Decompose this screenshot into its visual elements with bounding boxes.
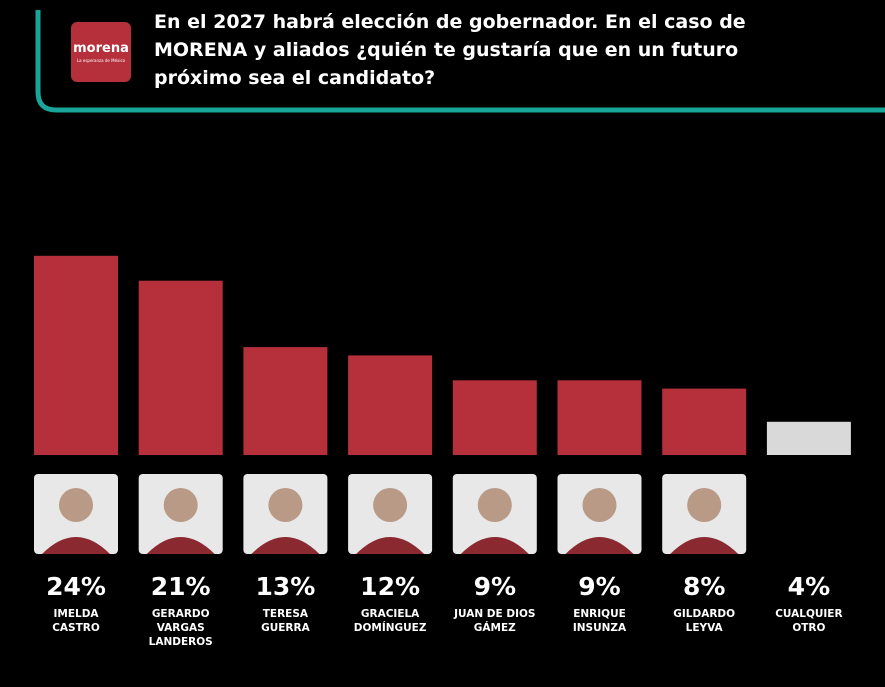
- photo-head: [373, 488, 408, 522]
- photo-head: [582, 488, 617, 522]
- category-label: TERESA GUERRA: [261, 608, 310, 634]
- category-label: GILDARDO LEYVA: [673, 608, 736, 634]
- value-label: 9%: [474, 572, 516, 601]
- photo-body: [565, 537, 634, 554]
- title: En el 2027 habrá elección de gobernador.…: [154, 11, 746, 89]
- photo-body: [670, 537, 739, 554]
- photo-head: [59, 488, 93, 522]
- category-label: GERARDO VARGAS LANDEROS: [148, 608, 213, 648]
- category-label: CUALQUIER OTRO: [775, 608, 843, 634]
- value-label: 12%: [360, 572, 420, 601]
- photo-head: [687, 488, 722, 522]
- bar: [243, 347, 328, 455]
- value-label: 9%: [578, 572, 620, 601]
- photo-body: [251, 537, 320, 554]
- bar: [557, 380, 642, 455]
- photo-body: [460, 537, 529, 554]
- category-label: GRACIELA DOMÍNGUEZ: [353, 608, 427, 634]
- logo-tagline: La esperanza de México: [77, 58, 126, 63]
- bar: [662, 388, 747, 455]
- logo-name: morena: [73, 41, 129, 56]
- logo: [71, 22, 131, 82]
- category-label: JUAN DE DIOS GÁMEZ: [454, 608, 536, 634]
- value-label: 21%: [151, 572, 211, 601]
- photo-body: [42, 537, 110, 554]
- header-frame: [35, 10, 885, 113]
- value-label: 13%: [255, 572, 315, 601]
- bar: [452, 380, 537, 455]
- bar: [138, 280, 223, 455]
- photo-body: [146, 537, 215, 554]
- bar: [34, 255, 118, 455]
- value-label: 24%: [46, 572, 106, 601]
- photo-body: [356, 537, 425, 554]
- category-label: ENRIQUE INSUNZA: [572, 608, 627, 634]
- value-label: 8%: [683, 572, 725, 601]
- bar: [348, 355, 433, 455]
- photo-head: [163, 488, 198, 522]
- category-label: IMELDA CASTRO: [52, 608, 100, 634]
- value-label: 4%: [788, 572, 830, 601]
- bar: [766, 421, 851, 455]
- photo-head: [477, 488, 512, 522]
- photo-head: [268, 488, 303, 522]
